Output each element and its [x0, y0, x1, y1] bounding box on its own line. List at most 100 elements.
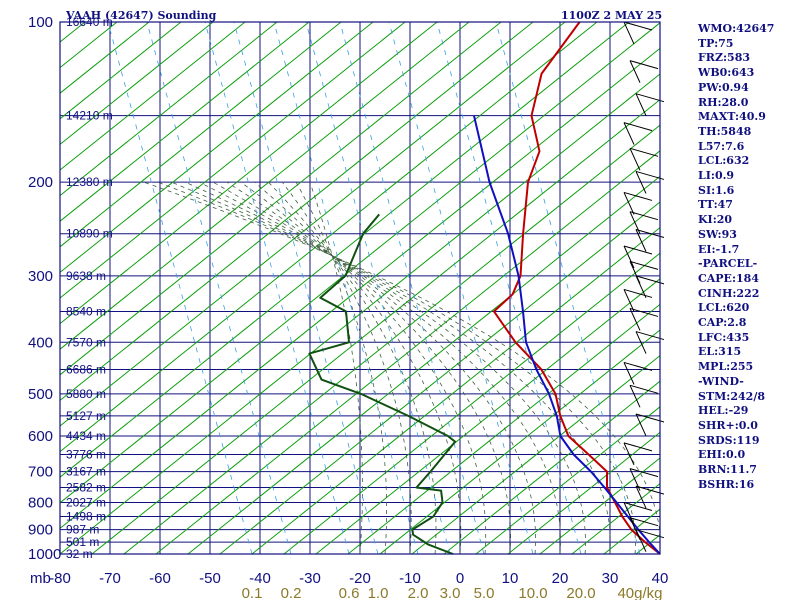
wind-barb: [629, 60, 641, 83]
wind-barb: [629, 308, 641, 331]
pressure-tick-label: 1000: [28, 546, 61, 563]
wind-barb: [623, 289, 635, 312]
dry-adiabat: [59, 21, 374, 273]
wind-barb-flag: [623, 191, 653, 201]
dry-adiabat: [283, 252, 661, 555]
wind-barb-flag: [629, 307, 659, 317]
index-item: PW:0.94: [698, 80, 749, 94]
moist-adiabat: [198, 181, 561, 555]
dry-adiabat: [59, 21, 182, 120]
wind-barb: [635, 93, 647, 116]
wind-barb-flag: [623, 122, 653, 132]
index-item: LFC:435: [698, 330, 750, 344]
index-item: CINH:222: [698, 286, 760, 300]
temperature-tick-label: 10: [502, 570, 519, 587]
wind-barb-flag: [629, 60, 659, 70]
temperature-tick-label: 40: [652, 570, 669, 587]
pressure-tick-label: 200: [28, 174, 53, 191]
dry-adiabat: [59, 22, 661, 504]
dry-adiabat: [59, 21, 598, 452]
wind-barb: [635, 413, 647, 437]
wind-barb: [623, 245, 635, 269]
wind-barb: [629, 385, 641, 408]
index-item: RH:28.0: [698, 95, 749, 109]
height-label: 501 m: [66, 535, 99, 549]
mixing-ratio-line: [388, 21, 534, 555]
index-item: SHR+:0.0: [698, 418, 758, 432]
dry-adiabat: [251, 227, 661, 555]
mixing-ratio-line: [339, 21, 485, 555]
temperature-tick-label: -50: [199, 570, 221, 587]
height-label: 3167 m: [66, 465, 106, 479]
index-item: CAP:2.8: [698, 316, 747, 330]
dry-adiabat: [59, 21, 566, 427]
wind-barb-flag: [629, 517, 659, 527]
pressure-tick-label: 600: [28, 428, 53, 445]
wind-barb-flag: [623, 442, 653, 452]
index-item: KI:20: [698, 213, 733, 227]
index-item: WMO:42647: [698, 22, 775, 35]
dry-adiabat: [59, 21, 86, 43]
mixing-ratio-line: [305, 21, 451, 555]
height-label: 5880 m: [66, 387, 106, 401]
index-item: EI:-1.7: [698, 242, 740, 256]
wind-barb-flag: [629, 468, 659, 478]
dry-adiabat: [59, 48, 661, 529]
dry-adiabat: [187, 176, 661, 555]
moist-adiabat: [309, 181, 363, 555]
wind-barb-flag: [635, 529, 665, 539]
height-label: 3776 m: [66, 447, 106, 461]
wind-barb: [623, 362, 635, 385]
index-item: SI:1.6: [698, 183, 735, 197]
dry-adiabat: [219, 201, 661, 555]
pressure-tick-label: 700: [28, 464, 53, 481]
wind-barb-flag: [635, 413, 665, 423]
mixing-ratio-line: [146, 21, 292, 555]
moist-adiabat: [185, 181, 586, 555]
mixing-ratio-line: [273, 21, 419, 555]
height-label: 2582 m: [66, 481, 106, 495]
index-item: WB0:643: [698, 66, 755, 80]
temperature-tick-label: -70: [99, 570, 121, 587]
height-label: 7570 m: [66, 335, 106, 349]
index-item: BRN:11.7: [698, 463, 757, 477]
moist-adiabat: [254, 181, 462, 555]
height-label: 4434 m: [66, 429, 106, 443]
index-item: LCL:632: [698, 154, 750, 168]
wind-barb: [623, 21, 635, 45]
temperature-tick-label: 30: [602, 570, 619, 587]
moist-adiabat: [295, 181, 387, 555]
temperature-tick-label: 0: [456, 570, 464, 587]
index-item: MAXT:40.9: [698, 110, 766, 124]
wind-barb-flag: [635, 93, 665, 103]
mixing-ratio-label: 10.0: [518, 585, 547, 600]
wind-barb-flag: [629, 147, 659, 157]
moist-adiabat: [171, 181, 611, 555]
index-item: STM:242/8: [698, 389, 765, 403]
moist-adiabat: [212, 181, 536, 555]
index-item: EHI:0.0: [698, 448, 746, 462]
wind-barb: [635, 529, 647, 552]
height-label: 5127 m: [66, 409, 106, 423]
mixing-ratio-label: 0.6: [339, 585, 360, 600]
wind-barb-flag: [635, 170, 665, 180]
height-label: 8540 m: [66, 304, 106, 318]
wind-barb: [635, 275, 647, 299]
temperature-tick-label: -40: [249, 570, 271, 587]
height-label: 10890 m: [66, 227, 113, 241]
wind-barb-flag: [623, 288, 653, 298]
mixing-ratio-line: [204, 21, 350, 555]
index-item: LCL:620: [698, 301, 750, 315]
dry-adiabat: [347, 304, 661, 555]
temperature-tick-label: -10: [399, 570, 421, 587]
index-item: BSHR:16: [698, 477, 755, 491]
mixing-ratio-label: 3.0: [440, 585, 461, 600]
wind-barb: [629, 517, 641, 540]
height-label: 2027 m: [66, 495, 106, 509]
pressure-tick-label: 400: [28, 334, 53, 351]
dry-adiabat: [59, 21, 246, 171]
temperature-tick-label: -20: [349, 570, 371, 587]
wind-barb-flag: [623, 501, 653, 511]
dry-adiabat: [475, 406, 661, 555]
